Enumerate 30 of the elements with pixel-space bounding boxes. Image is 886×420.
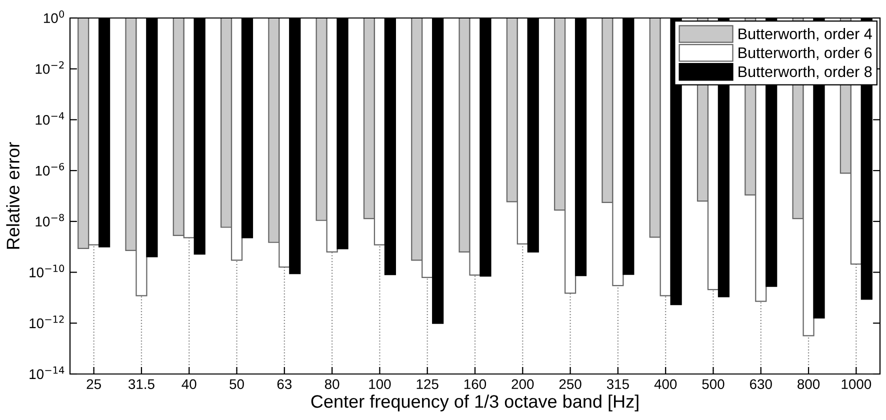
legend-label: Butterworth, order 4	[738, 28, 872, 42]
x-tick-label: 63	[277, 379, 292, 390]
x-tick-label: 630	[750, 379, 772, 390]
legend-label: Butterworth, order 6	[738, 46, 872, 60]
legend-label: Butterworth, order 8	[738, 66, 872, 79]
x-tick-label: 50	[230, 379, 244, 390]
x-tick-label: 31.5	[128, 379, 154, 390]
x-tick-label: 100	[369, 379, 391, 390]
y-tick-label: 10$^{−10}$	[30, 264, 64, 278]
x-tick-label: 400	[654, 379, 677, 390]
x-tick-label: 25	[86, 379, 101, 390]
x-axis-title: Center frequency of 1/3 octave band [Hz]	[311, 394, 638, 412]
x-tick-label: 1000	[842, 379, 872, 390]
x-tick-label: 160	[464, 379, 486, 390]
y-axis-title: Relative error	[6, 142, 20, 249]
y-tick-label: 10$^{−6}$	[36, 162, 64, 176]
y-tick-label: 10$^{−14}$	[30, 366, 64, 380]
x-tick-label: 500	[702, 379, 724, 390]
y-tick-label: 10$^{−2}$	[36, 61, 64, 74]
x-tick-label: 200	[512, 379, 534, 390]
y-tick-label: 10$^{−8}$	[36, 214, 64, 226]
y-tick-label: 10$^{−4}$	[36, 112, 64, 125]
x-tick-label: 40	[182, 379, 196, 390]
x-tick-label: 250	[559, 379, 582, 390]
x-tick-label: 800	[798, 379, 820, 390]
y-tick-label: 10$^{0}$	[44, 10, 64, 24]
x-tick-label: 315	[606, 379, 629, 390]
x-tick-label: 80	[324, 379, 340, 390]
x-tick-label: 125	[416, 379, 438, 390]
y-tick-label: 10$^{−12}$	[30, 316, 64, 328]
